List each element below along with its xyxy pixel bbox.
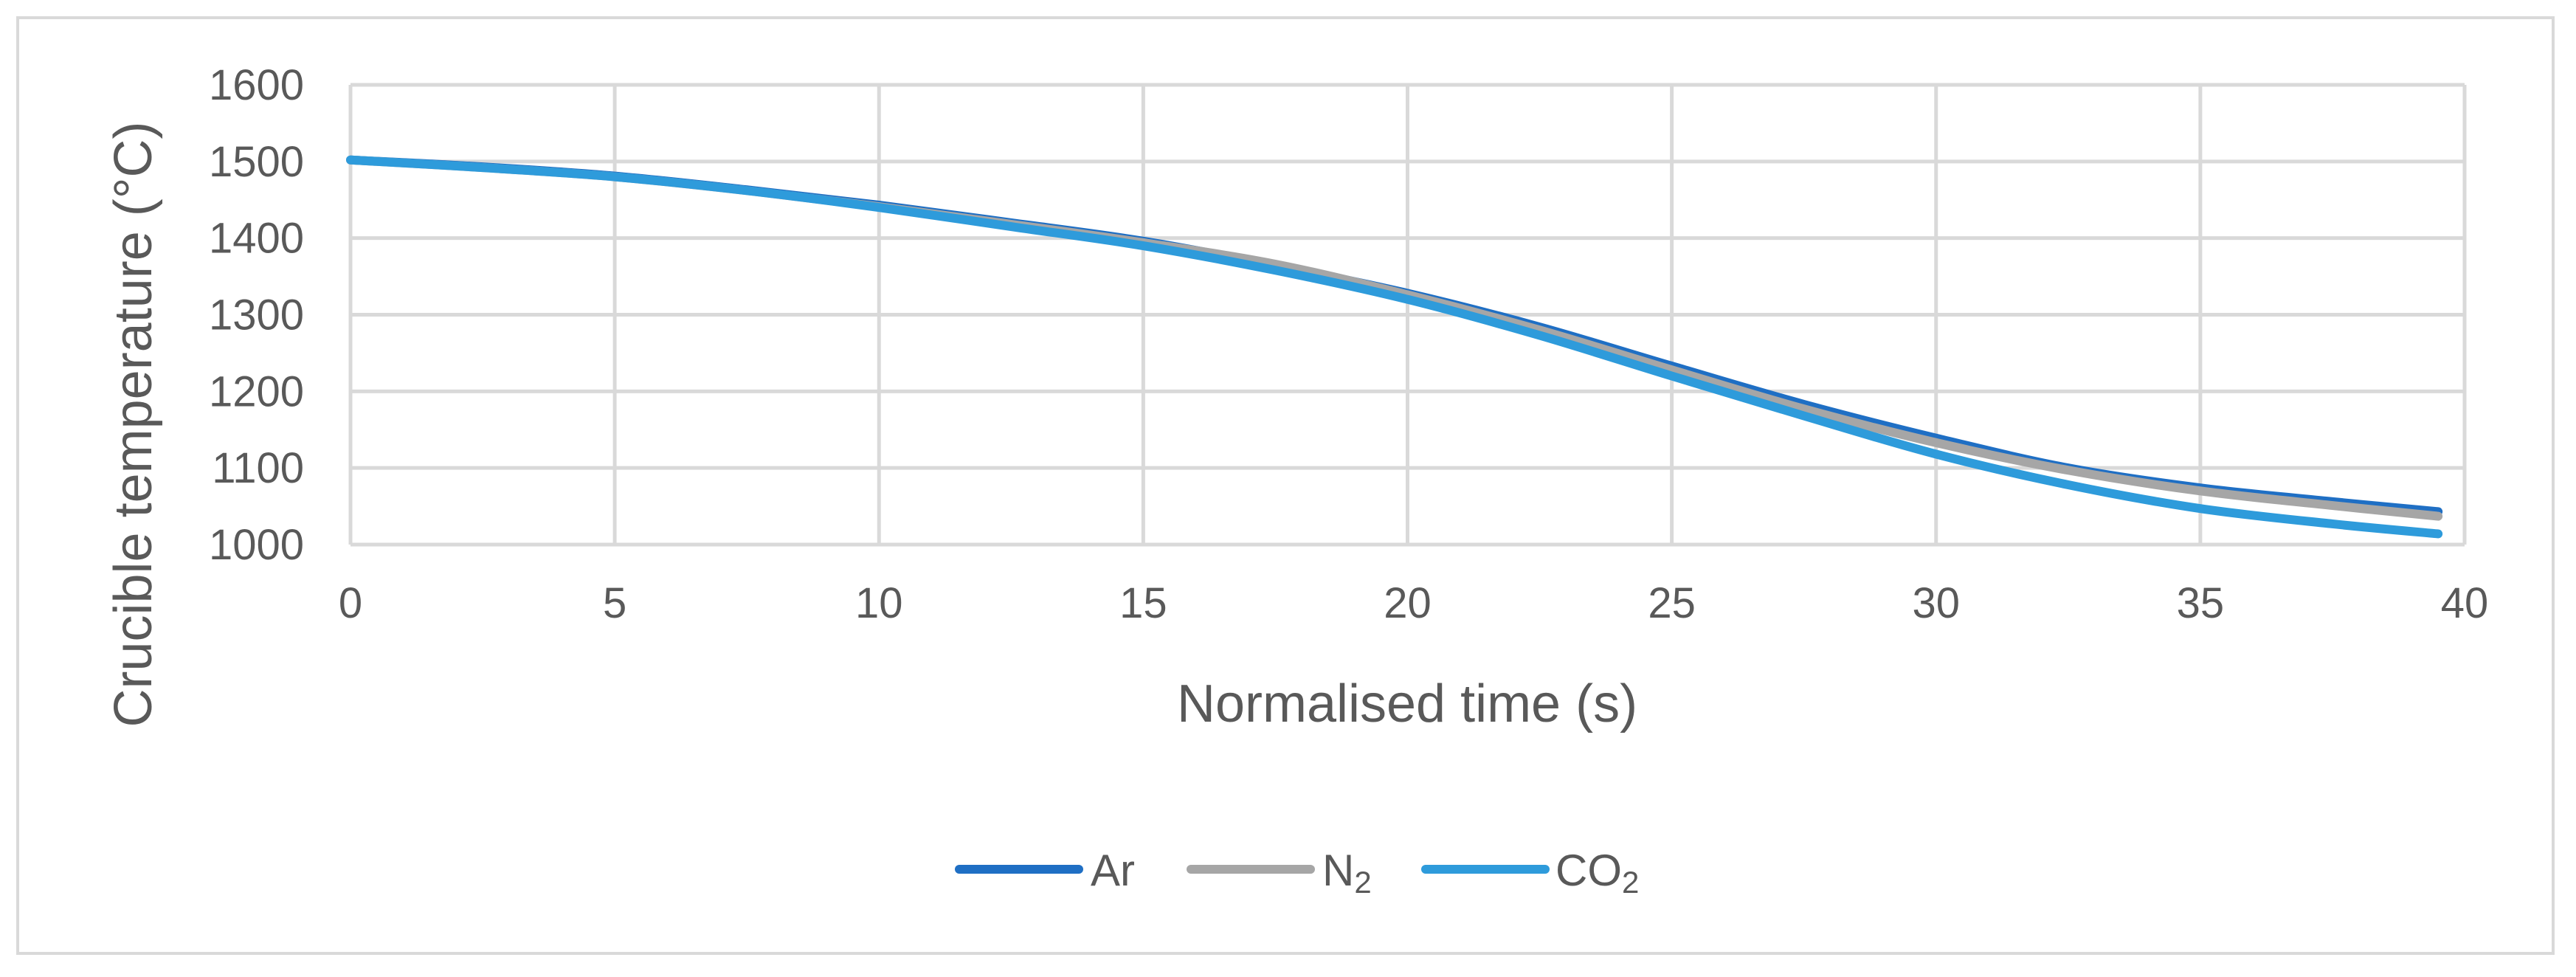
legend-label-ar: Ar	[1091, 846, 1135, 895]
x-axis-title: Normalised time (s)	[1177, 674, 1637, 733]
legend-item-n2: N2	[1187, 846, 1372, 900]
legend-label-n2-main: N	[1322, 846, 1354, 895]
x-tick-label: 10	[855, 579, 903, 627]
x-tick-label: 0	[339, 579, 362, 627]
legend-label-co2-main: CO	[1555, 846, 1622, 895]
y-tick-label: 1400	[209, 215, 304, 263]
y-tick-label: 1300	[209, 291, 304, 339]
x-tick-label: 25	[1648, 579, 1696, 627]
legend-label-n2: N2	[1322, 846, 1372, 900]
x-tick-label: 30	[1912, 579, 1960, 627]
y-tick-label: 1000	[209, 521, 304, 569]
series-line-co2	[346, 155, 2443, 539]
y-tick-label: 1500	[209, 138, 304, 186]
series-line-n2	[346, 155, 2443, 521]
legend-label-co2-sub: 2	[1622, 865, 1639, 900]
legend: Ar N2 CO2	[955, 846, 1639, 900]
grid-lines	[348, 83, 2467, 547]
x-tick-label: 40	[2441, 579, 2489, 627]
chart-frame	[16, 16, 2555, 955]
x-tick-label: 20	[1384, 579, 1432, 627]
y-tick-label: 1600	[209, 61, 304, 109]
y-tick-label: 1100	[212, 444, 304, 492]
y-axis-title: Crucible temperature (°C)	[104, 121, 163, 727]
legend-label-co2: CO2	[1555, 846, 1639, 900]
legend-label-n2-sub: 2	[1354, 865, 1371, 900]
legend-label-ar-text: Ar	[1091, 846, 1135, 895]
legend-item-ar: Ar	[955, 846, 1135, 895]
legend-item-co2: CO2	[1421, 846, 1639, 900]
x-tick-labels: 0 5 10 15 20 25 30 35 40	[339, 579, 2488, 627]
series-lines	[346, 155, 2443, 539]
y-tick-label: 1200	[209, 367, 304, 415]
y-tick-labels: 1000 1100 1200 1300 1400 1500 1600	[209, 61, 304, 569]
x-tick-label: 15	[1119, 579, 1167, 627]
series-line-ar	[346, 155, 2443, 517]
x-tick-label: 35	[2177, 579, 2225, 627]
x-tick-label: 5	[603, 579, 626, 627]
